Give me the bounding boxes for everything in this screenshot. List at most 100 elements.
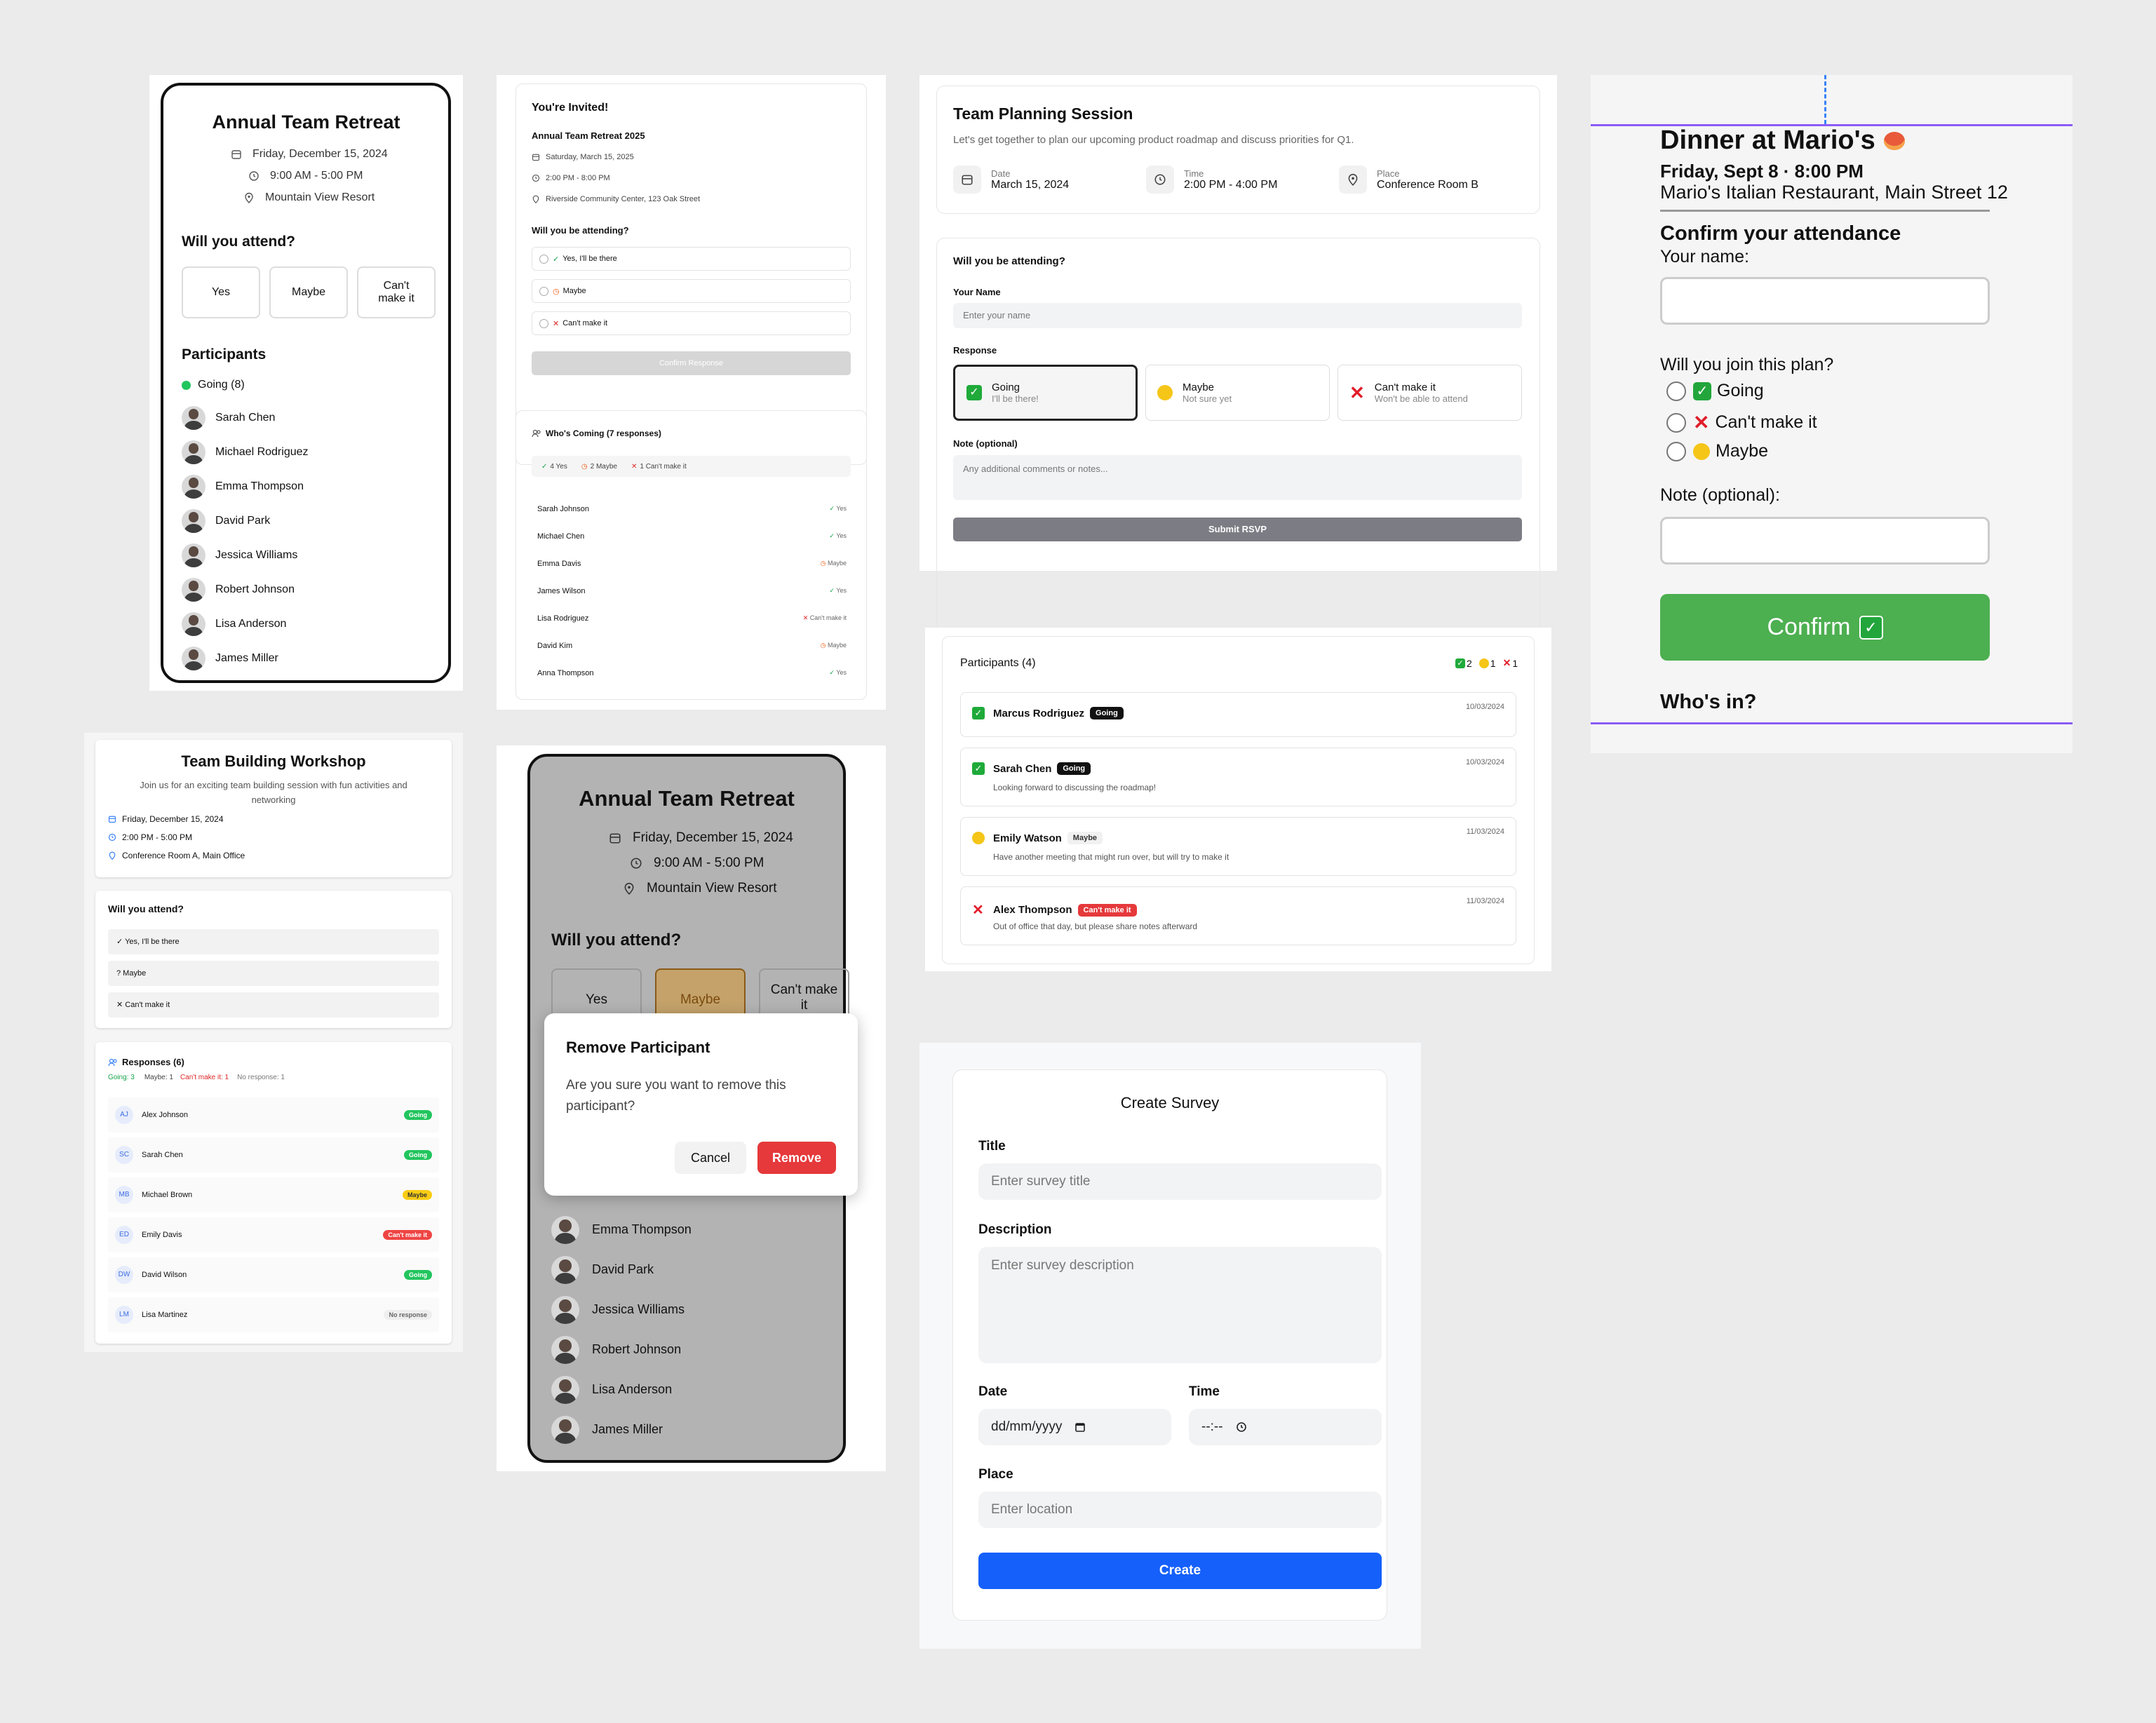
place-info: Place Conference Room B	[1339, 165, 1478, 194]
event-date: Friday, December 15, 2024	[108, 814, 224, 824]
location-pin-icon	[623, 882, 635, 895]
radio-icon	[539, 286, 548, 296]
option-label: Yes, I'll be there	[562, 255, 617, 263]
participant-name: David Park	[592, 1262, 654, 1276]
thinking-face-icon	[1478, 658, 1489, 668]
response-name: James Wilson	[537, 586, 586, 595]
users-icon	[108, 1058, 118, 1067]
cant-make-it-label: Can't make it	[770, 982, 838, 1013]
status-text: Yes	[836, 532, 847, 539]
participant-header: ✓ Sarah Chen Going	[972, 762, 1091, 775]
time-info: Time 2:00 PM - 4:00 PM	[1146, 165, 1277, 194]
event-subtitle: Let's get together to plan our upcoming …	[953, 134, 1354, 146]
option-maybe[interactable]: Maybe	[1666, 441, 1768, 461]
option-yes[interactable]: ✓ Yes, I'll be there	[108, 929, 439, 954]
option-cant[interactable]: ✕ Can't make it	[108, 992, 439, 1018]
title-input[interactable]: Enter survey title	[978, 1163, 1382, 1200]
attend-question: Will you attend?	[182, 234, 295, 250]
participant-row: James Miller	[182, 641, 434, 675]
response-name: Sarah Johnson	[537, 504, 589, 513]
x-icon: ✕	[1502, 657, 1511, 668]
name-input[interactable]	[1660, 277, 1990, 325]
option-maybe[interactable]: ◷ Maybe	[532, 279, 851, 303]
note-input[interactable]	[1660, 517, 1990, 565]
response-row: MB Michael Brown Maybe	[108, 1177, 439, 1212]
response-name: Emma Davis	[537, 559, 581, 568]
summary-maybe: Maybe: 1	[144, 1074, 173, 1081]
check-icon: ✓	[829, 505, 837, 512]
event-place-text: Conference Room A, Main Office	[122, 851, 245, 860]
option-cant[interactable]: ✕ Can't make it	[1666, 411, 1817, 434]
name-label: Your name:	[1660, 247, 1749, 266]
time-input[interactable]: --:--	[1189, 1409, 1382, 1445]
dinner-title-text: Dinner at Mario's	[1660, 126, 1875, 155]
response-row: Lisa Rodriguez ✕ Can't make it	[537, 604, 847, 632]
option-going[interactable]: ✓ Going	[1666, 381, 1764, 401]
check-box-icon: ✓	[966, 385, 982, 400]
confirm-response-button[interactable]: Confirm Response	[532, 351, 851, 375]
participant-card: ✓ Sarah Chen Going 10/03/2024 Looking fo…	[960, 748, 1516, 806]
create-button[interactable]: Create	[978, 1553, 1382, 1589]
maybe-button[interactable]: Maybe	[269, 266, 348, 318]
event-place-text: Riverside Community Center, 123 Oak Stre…	[546, 195, 701, 203]
participants-heading: Participants (4)	[960, 657, 1036, 669]
submit-rsvp-button[interactable]: Submit RSVP	[953, 518, 1522, 541]
status-text: Yes	[836, 505, 847, 512]
option-yes[interactable]: ✓ Yes, I'll be there	[532, 247, 851, 271]
x-icon: ✕	[1349, 381, 1365, 403]
note-label: Note (optional)	[953, 438, 1018, 449]
participant-name: Emma Thompson	[215, 480, 304, 492]
participant-row: David Park	[182, 504, 434, 538]
summary-yes: 4 Yes	[550, 462, 567, 471]
avatar	[551, 1215, 579, 1244]
place-input[interactable]: Enter location	[978, 1492, 1382, 1528]
status-text: Can't make it	[809, 614, 847, 621]
response-row: Anna Thompson ✓ Yes	[537, 659, 847, 687]
participant-name: Emily Watson	[993, 832, 1062, 844]
panel-team-planning: Team Planning Session Let's get together…	[919, 75, 1557, 635]
status-badge: Going	[1057, 762, 1091, 775]
date-input[interactable]: dd/mm/yyyy	[978, 1409, 1171, 1445]
remove-button[interactable]: Remove	[757, 1142, 836, 1174]
cancel-button[interactable]: Cancel	[675, 1142, 746, 1174]
check-icon: ✓	[829, 587, 837, 594]
calendar-icon	[1074, 1421, 1086, 1433]
name-input[interactable]: Enter your name	[953, 303, 1522, 328]
response-going[interactable]: ✓ Going I'll be there!	[953, 365, 1138, 421]
event-location: Mountain View Resort	[243, 191, 375, 204]
guide-line-bottom	[1591, 722, 2073, 724]
response-title: Can't make it	[1374, 381, 1436, 393]
confirm-button[interactable]: Confirm ✓	[1660, 594, 1990, 661]
event-title: Annual Team Retreat	[212, 112, 400, 133]
initials-avatar: AJ	[115, 1106, 133, 1124]
participant-name: Marcus Rodriguez	[993, 707, 1085, 719]
response-status: ✓ Yes	[829, 587, 847, 595]
time-label: Time	[1184, 168, 1204, 179]
yes-button[interactable]: Yes	[182, 266, 260, 318]
response-name: Sarah Chen	[142, 1151, 183, 1159]
participant-name: Sarah Chen	[215, 411, 276, 424]
response-row: James Wilson ✓ Yes	[537, 577, 847, 604]
description-input[interactable]: Enter survey description	[978, 1247, 1382, 1363]
clock-icon: ◷	[820, 642, 828, 649]
clock-icon	[532, 174, 540, 182]
participants-heading: Participants	[182, 346, 267, 363]
participant-name: David Park	[215, 514, 271, 527]
response-maybe[interactable]: Maybe Not sure yet	[1145, 365, 1330, 421]
note-label: Note (optional):	[1660, 485, 1780, 505]
note-input[interactable]: Any additional comments or notes...	[953, 455, 1522, 500]
response-status: ✓ Yes	[829, 532, 847, 540]
rsvp-card	[936, 238, 1540, 635]
response-cant[interactable]: ✕ Can't make it Won't be able to attend	[1338, 365, 1522, 421]
calendar-icon	[532, 153, 540, 161]
option-maybe[interactable]: ? Maybe	[108, 961, 439, 986]
participant-row: Jessica Williams	[182, 538, 434, 572]
participant-name: Emma Thompson	[592, 1222, 692, 1236]
event-date-text: Friday, December 15, 2024	[252, 148, 388, 160]
avatar	[551, 1295, 579, 1324]
avatar	[182, 440, 206, 464]
option-cant[interactable]: ✕ Can't make it	[532, 311, 851, 335]
response-status: ◷ Maybe	[821, 642, 847, 649]
event-time-text: 2:00 PM - 8:00 PM	[546, 174, 610, 182]
cant-make-it-button[interactable]: Can't make it	[357, 266, 436, 318]
